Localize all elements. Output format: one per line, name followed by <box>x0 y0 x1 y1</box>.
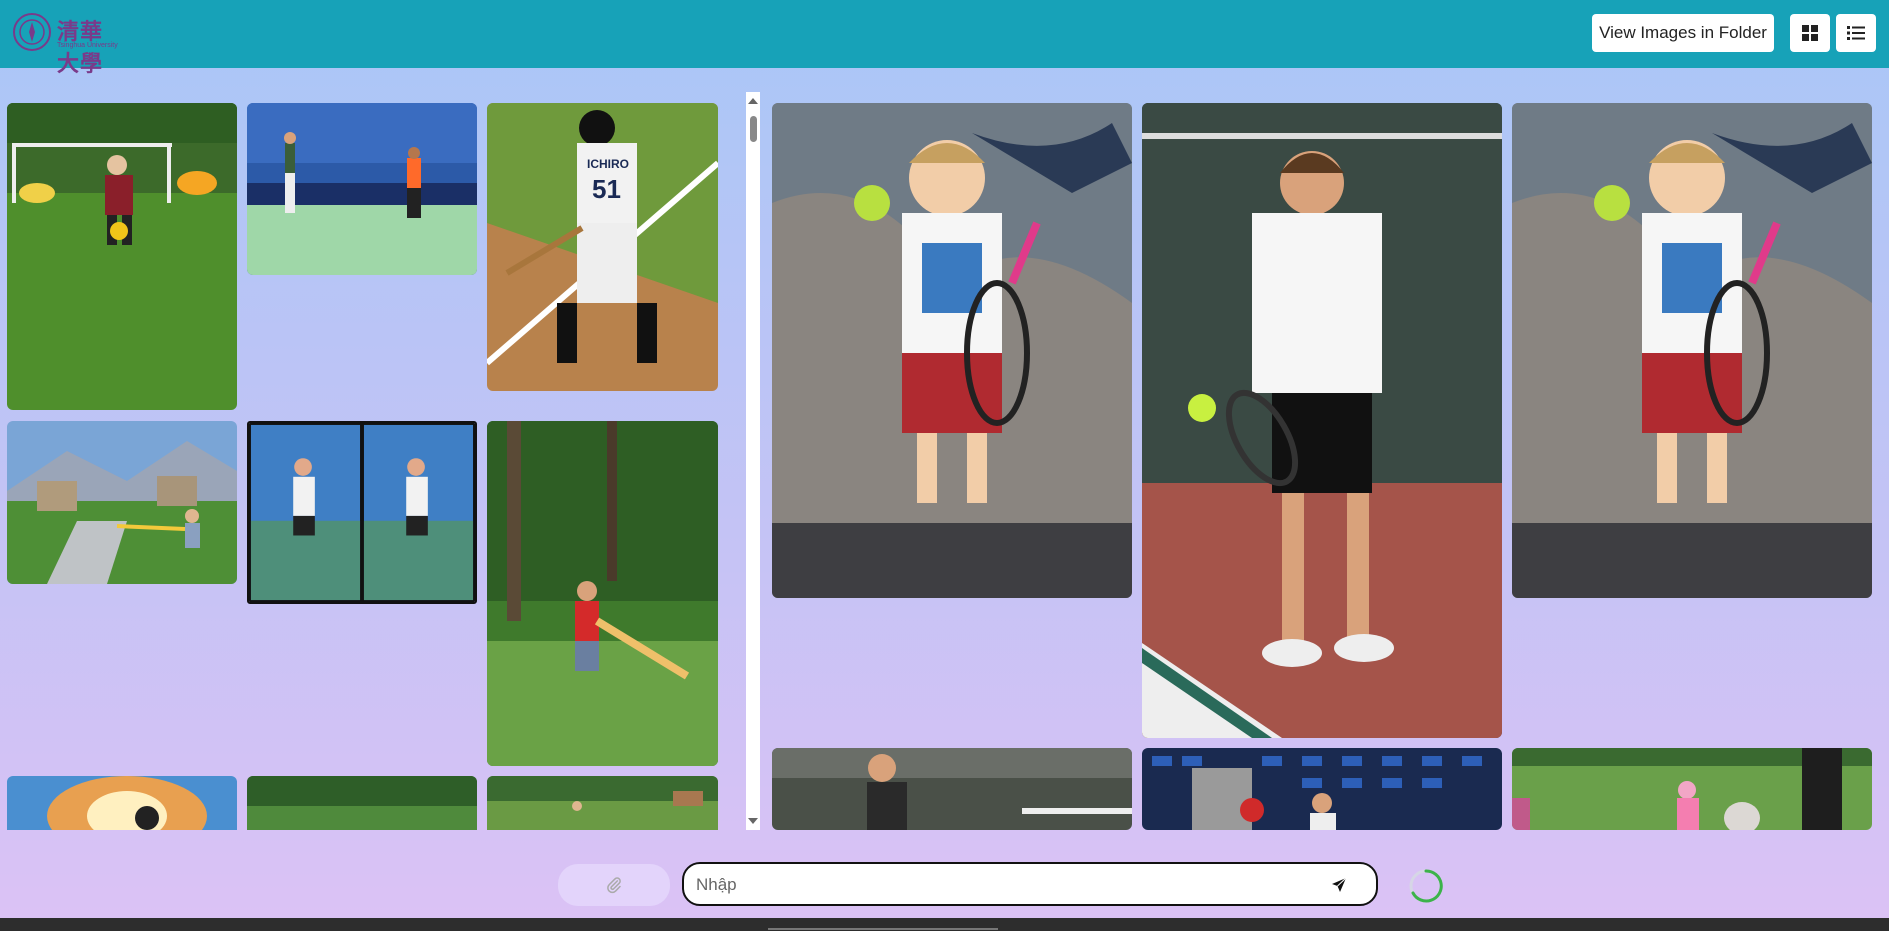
top-bar: 清華大學 Tsinghua University View Images in … <box>0 0 1889 77</box>
view-images-in-folder-button[interactable]: View Images in Folder <box>1592 14 1774 52</box>
grid-view-button[interactable] <box>1790 14 1830 52</box>
gallery-image-tennis-girl-sequence[interactable] <box>247 421 477 604</box>
gallery-image-fire-background-player[interactable] <box>7 776 237 830</box>
loading-spinner-icon <box>1409 869 1443 903</box>
scroll-up-arrow-icon[interactable] <box>748 98 758 104</box>
logo-text: 清華大學 <box>57 19 104 77</box>
gallery-image-park-kids-pink[interactable] <box>1512 748 1872 830</box>
left-image-gallery[interactable]: ICHIRO 51 <box>0 94 740 830</box>
list-icon <box>1847 26 1865 40</box>
logo-subtext: Tsinghua University <box>57 42 118 49</box>
taskbar-indicator <box>768 928 998 930</box>
send-icon <box>1332 877 1347 892</box>
grid-icon <box>1802 25 1818 41</box>
gallery-image-baseball-batter[interactable]: ICHIRO 51 <box>487 103 718 391</box>
right-image-gallery[interactable] <box>768 94 1889 830</box>
jersey-number-text: 51 <box>592 174 621 204</box>
list-view-button[interactable] <box>1836 14 1876 52</box>
chat-input-container <box>682 862 1378 906</box>
chat-input[interactable] <box>694 870 1298 900</box>
gallery-image-boy-swing-bat[interactable] <box>487 421 718 766</box>
gallery-image-park-field[interactable] <box>487 776 718 830</box>
scroll-thumb[interactable] <box>750 116 757 142</box>
gallery-image-trees-field[interactable] <box>247 776 477 830</box>
seal-icon <box>13 13 51 51</box>
university-logo: 清華大學 Tsinghua University <box>12 12 122 77</box>
attach-file-button[interactable] <box>558 864 670 906</box>
paperclip-icon <box>607 877 621 894</box>
gallery-image-kid-bat-mountains[interactable] <box>7 421 237 584</box>
scroll-down-arrow-icon[interactable] <box>748 818 758 824</box>
left-gallery-scrollbar[interactable] <box>746 92 760 830</box>
os-taskbar <box>0 918 1889 931</box>
gallery-image-teen-tennis-forehand[interactable] <box>1142 103 1502 738</box>
gallery-image-toddler-tennis-2[interactable] <box>1512 103 1872 598</box>
gallery-image-stadium-blue-seats[interactable] <box>1142 748 1502 830</box>
gallery-image-girl-tennis-court[interactable] <box>772 748 1132 830</box>
send-button[interactable] <box>1324 870 1354 900</box>
gallery-image-toddler-tennis-1[interactable] <box>772 103 1132 598</box>
jersey-name-text: ICHIRO <box>587 157 629 171</box>
gallery-image-tennis-stadium[interactable] <box>247 103 477 275</box>
gallery-image-soccer-kids[interactable] <box>7 103 237 410</box>
